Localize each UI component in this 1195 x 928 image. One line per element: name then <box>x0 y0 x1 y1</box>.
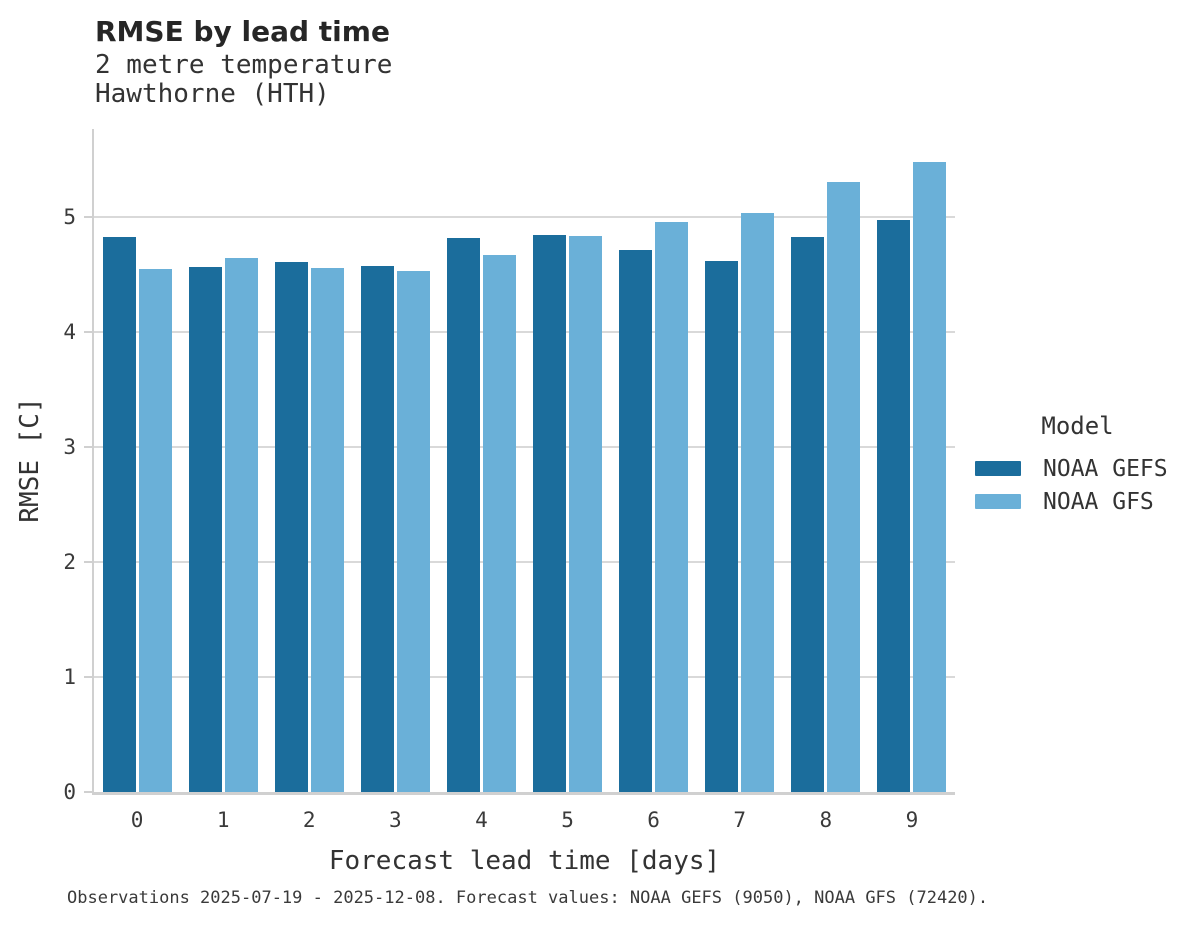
bar-group-3 <box>352 129 438 792</box>
gridline-y2 <box>94 561 955 564</box>
y-tick-mark-5 <box>84 216 92 219</box>
legend-item-noaa-gfs: NOAA GFS <box>975 485 1180 518</box>
x-tick-label-0: 0 <box>130 808 144 832</box>
plot-area: 0 1 2 3 4 5 0 1 2 3 4 5 6 7 8 9 <box>63 129 955 832</box>
chart-subtitle-line1: 2 metre temperature <box>95 50 393 80</box>
bar-noaa-gfs-lead8 <box>827 181 861 792</box>
bar-noaa-gfs-lead3 <box>396 271 430 792</box>
legend-item-noaa-gefs: NOAA GEFS <box>975 452 1180 485</box>
bar-group-4 <box>438 129 524 792</box>
legend-items: NOAA GEFS NOAA GFS <box>975 452 1180 518</box>
gridline-y4 <box>94 331 955 334</box>
bar-noaa-gefs-lead7 <box>705 261 739 792</box>
bar-noaa-gefs-lead9 <box>877 219 911 792</box>
bar-group-0 <box>94 129 180 792</box>
y-axis-label: RMSE [C] <box>15 397 45 523</box>
bar-group-7 <box>697 129 783 792</box>
bar-group-9 <box>869 129 955 792</box>
bar-noaa-gefs-lead2 <box>274 262 308 792</box>
bar-noaa-gfs-lead7 <box>741 212 775 792</box>
y-tick-mark-2 <box>84 561 92 564</box>
bar-group-8 <box>783 129 869 792</box>
legend-title: Model <box>1041 412 1114 440</box>
footnote: Observations 2025-07-19 - 2025-12-08. Fo… <box>67 888 989 908</box>
x-tick-label-6: 6 <box>647 808 660 832</box>
x-tick-label-5: 5 <box>561 808 574 832</box>
y-tick-label-3: 3 <box>63 435 76 460</box>
x-tick-label-2: 2 <box>302 808 316 832</box>
gridline-y1 <box>94 676 955 679</box>
legend-swatch <box>975 494 1021 509</box>
bar-noaa-gefs-lead3 <box>360 265 394 792</box>
bar-noaa-gfs-lead0 <box>138 269 172 792</box>
y-tick-label-2: 2 <box>63 550 76 575</box>
legend-label: NOAA GFS <box>1043 488 1154 515</box>
bar-groups <box>94 129 955 792</box>
y-tick-label-1: 1 <box>63 665 76 690</box>
bar-group-2 <box>266 129 352 792</box>
bar-group-6 <box>611 129 697 792</box>
bar-noaa-gfs-lead2 <box>310 268 344 792</box>
bar-noaa-gefs-lead6 <box>619 249 653 792</box>
y-tick-mark-4 <box>84 331 92 334</box>
bar-noaa-gefs-lead4 <box>446 238 480 792</box>
chart-subtitle-line2: Hawthorne (HTH) <box>95 79 330 109</box>
bar-noaa-gefs-lead0 <box>102 237 136 792</box>
x-tick-label-3: 3 <box>389 808 402 832</box>
bar-noaa-gefs-lead8 <box>791 237 825 792</box>
bar-noaa-gefs-lead5 <box>533 234 567 792</box>
x-tick-label-8: 8 <box>819 808 833 832</box>
bar-group-1 <box>180 129 266 792</box>
bar-noaa-gfs-lead5 <box>569 235 603 792</box>
y-tick-mark-3 <box>84 446 92 449</box>
bar-noaa-gfs-lead6 <box>655 222 689 792</box>
bar-noaa-gfs-lead1 <box>224 257 258 792</box>
chart-title: RMSE by lead time <box>95 15 390 48</box>
legend: Model NOAA GEFS NOAA GFS <box>975 412 1180 518</box>
x-tick-label-7: 7 <box>733 808 747 832</box>
y-tick-mark-1 <box>84 676 92 679</box>
x-axis-spine <box>92 792 955 795</box>
bar-noaa-gfs-lead9 <box>913 162 947 792</box>
chart-subtitle: 2 metre temperature Hawthorne (HTH) <box>95 51 392 109</box>
x-tick-label-9: 9 <box>905 808 919 832</box>
bar-noaa-gefs-lead1 <box>188 266 222 792</box>
y-tick-mark-0 <box>84 791 92 793</box>
bar-group-5 <box>524 129 610 792</box>
y-tick-label-4: 4 <box>63 320 76 345</box>
gridline-y5 <box>94 216 955 219</box>
gridline-y3 <box>94 446 955 449</box>
y-tick-label-5: 5 <box>63 205 76 230</box>
bar-noaa-gfs-lead4 <box>482 255 516 792</box>
x-tick-labels: 0 1 2 3 4 5 6 7 8 9 <box>94 808 955 832</box>
legend-swatch <box>975 461 1021 476</box>
legend-label: NOAA GEFS <box>1043 455 1168 482</box>
y-tick-label-0: 0 <box>63 780 76 804</box>
x-tick-label-4: 4 <box>475 808 488 832</box>
x-axis-label: Forecast lead time [days] <box>328 846 721 876</box>
x-tick-label-1: 1 <box>216 808 230 832</box>
y-axis-spine <box>92 129 94 795</box>
